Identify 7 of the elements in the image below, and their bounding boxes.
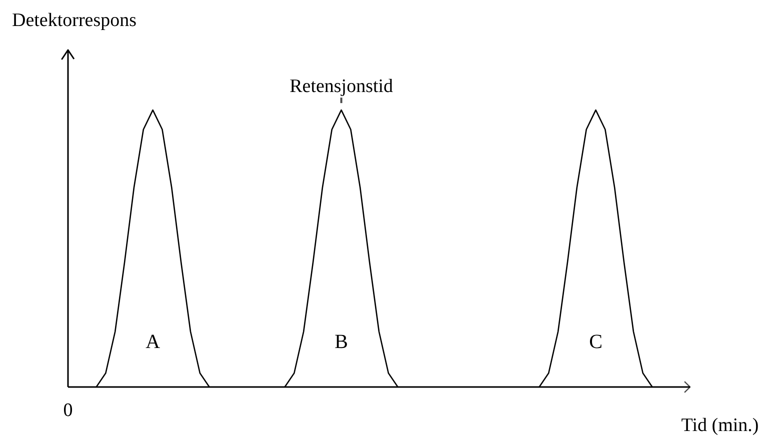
series-label: C (589, 331, 602, 353)
series-label: B (334, 331, 348, 353)
x-axis-title: Tid (min.) (681, 415, 759, 436)
y-axis-title: Detektorrespons (12, 10, 137, 31)
text: 0 (63, 400, 73, 421)
series-label: A (146, 331, 161, 353)
annotation: Retensjonstid (290, 76, 394, 98)
